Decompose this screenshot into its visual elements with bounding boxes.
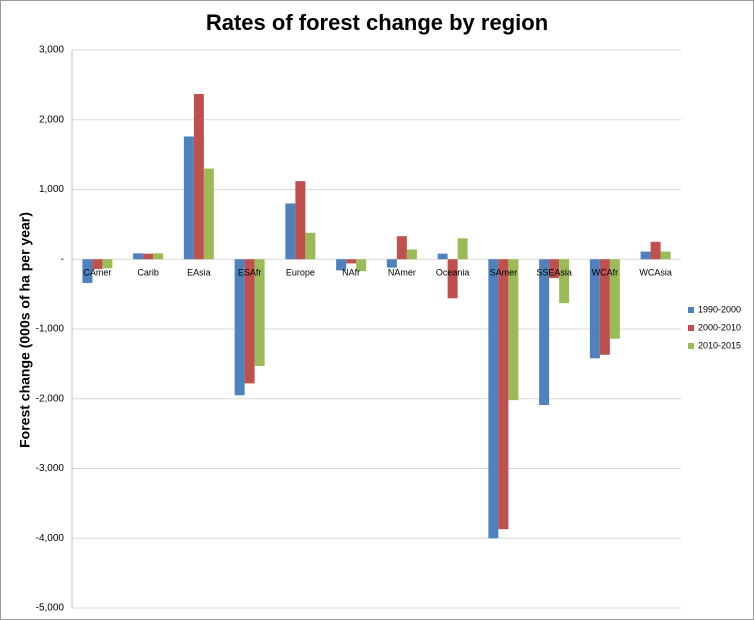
- x-tick-label: SSEAsia: [536, 268, 572, 278]
- x-tick-label: Europe: [286, 268, 315, 278]
- bar: [183, 136, 194, 260]
- bar: [133, 253, 144, 260]
- bar: [346, 259, 357, 264]
- bar: [386, 259, 397, 268]
- bar: [193, 93, 204, 260]
- bar: [650, 241, 661, 260]
- bar: [82, 259, 93, 283]
- x-tick-label: CAmer: [83, 268, 111, 278]
- x-tick-label: NAmer: [388, 268, 416, 278]
- y-tick-label: -1,000: [36, 324, 65, 335]
- legend-label: 2010-2015: [698, 340, 741, 350]
- x-tick-label: Carib: [137, 268, 159, 278]
- y-tick-label: -3,000: [36, 463, 65, 474]
- legend-label: 2000-2010: [698, 322, 741, 332]
- x-tick-label: WCAfr: [592, 268, 619, 278]
- legend-swatch: [688, 343, 694, 349]
- bar: [559, 259, 570, 304]
- bar: [539, 259, 550, 406]
- bar: [549, 259, 560, 279]
- bar: [599, 259, 610, 355]
- legend-label: 1990-2000: [698, 304, 741, 314]
- bar: [203, 168, 214, 260]
- x-tick-label: WCAsia: [639, 268, 672, 278]
- y-axis-label: Forest change (000s of ha per year): [17, 212, 33, 448]
- bar: [589, 259, 600, 359]
- bar: [285, 203, 296, 260]
- bar: [457, 238, 468, 260]
- x-tick-label: EAsia: [187, 268, 211, 278]
- bar: [356, 259, 367, 272]
- bar: [508, 259, 519, 401]
- bar: [102, 259, 113, 269]
- chart-title: Rates of forest change by region: [206, 10, 548, 35]
- bar: [640, 251, 651, 260]
- y-tick-label: -5,000: [36, 603, 65, 614]
- y-tick-label: 1,000: [39, 184, 64, 195]
- x-tick-label: NAfr: [342, 268, 360, 278]
- y-tick-label: 2,000: [39, 114, 64, 125]
- bar: [153, 253, 164, 260]
- y-tick-label: 3,000: [39, 45, 64, 56]
- bar: [396, 236, 407, 260]
- x-tick-label: ESAfr: [238, 268, 262, 278]
- bar: [406, 249, 417, 260]
- legend-swatch: [688, 325, 694, 331]
- bar: [234, 259, 245, 396]
- bar: [305, 232, 316, 260]
- bar: [498, 259, 509, 530]
- legend-swatch: [688, 307, 694, 313]
- bar: [92, 259, 103, 270]
- bar: [437, 253, 448, 260]
- y-tick-label: -2,000: [36, 393, 65, 404]
- bar: [447, 259, 458, 299]
- bar: [609, 259, 620, 339]
- bar: [295, 181, 306, 260]
- bar: [254, 259, 265, 366]
- bar: [660, 251, 671, 260]
- x-tick-label: SAmer: [490, 268, 518, 278]
- y-tick-label: -: [61, 254, 64, 265]
- bar: [143, 253, 154, 260]
- x-tick-label: Oceania: [436, 268, 470, 278]
- bar: [336, 259, 347, 271]
- bar: [244, 259, 255, 384]
- bar: [488, 259, 499, 539]
- y-tick-label: -4,000: [36, 533, 65, 544]
